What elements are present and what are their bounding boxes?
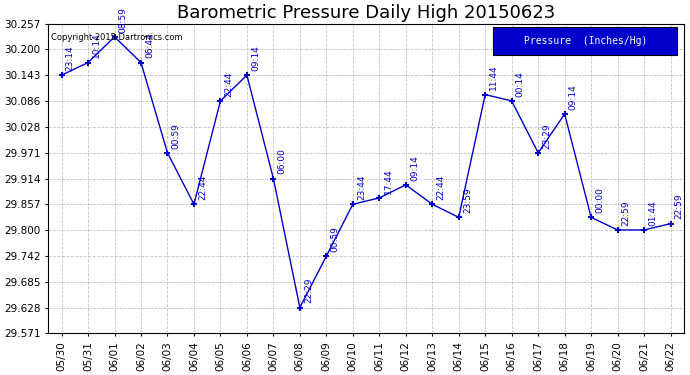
Text: 23:14: 23:14	[66, 45, 75, 71]
Text: 22:44: 22:44	[224, 71, 234, 97]
Text: 00:59: 00:59	[331, 226, 339, 252]
Text: 11:44: 11:44	[489, 65, 498, 90]
Text: 23:44: 23:44	[357, 175, 366, 200]
Text: 22:59: 22:59	[675, 194, 684, 219]
Text: 00:14: 00:14	[516, 71, 525, 97]
Title: Barometric Pressure Daily High 20150623: Barometric Pressure Daily High 20150623	[177, 4, 555, 22]
Text: 06:44: 06:44	[145, 33, 154, 58]
Text: Copyright 2015 Dartronics.com: Copyright 2015 Dartronics.com	[52, 33, 183, 42]
Text: 23:59: 23:59	[463, 188, 472, 213]
Bar	[493, 27, 678, 55]
Text: 23:29: 23:29	[542, 123, 551, 148]
Text: 09:14: 09:14	[410, 155, 419, 181]
Text: 22:44: 22:44	[436, 175, 446, 200]
Text: 01:44: 01:44	[649, 200, 658, 226]
Text: 22:59: 22:59	[622, 200, 631, 226]
Text: 10:14: 10:14	[92, 33, 101, 58]
Text: Pressure  (Inches/Hg): Pressure (Inches/Hg)	[524, 36, 647, 46]
Text: 22:29: 22:29	[304, 278, 313, 303]
Text: 00:59: 00:59	[172, 123, 181, 148]
Text: 00:00: 00:00	[595, 187, 604, 213]
Text: 09:14: 09:14	[251, 45, 260, 71]
Text: 06:00: 06:00	[277, 148, 286, 174]
Text: 17:44: 17:44	[384, 168, 393, 194]
Text: 22:44: 22:44	[198, 175, 207, 200]
Text: 09:14: 09:14	[569, 84, 578, 110]
Text: 08:59: 08:59	[119, 7, 128, 33]
